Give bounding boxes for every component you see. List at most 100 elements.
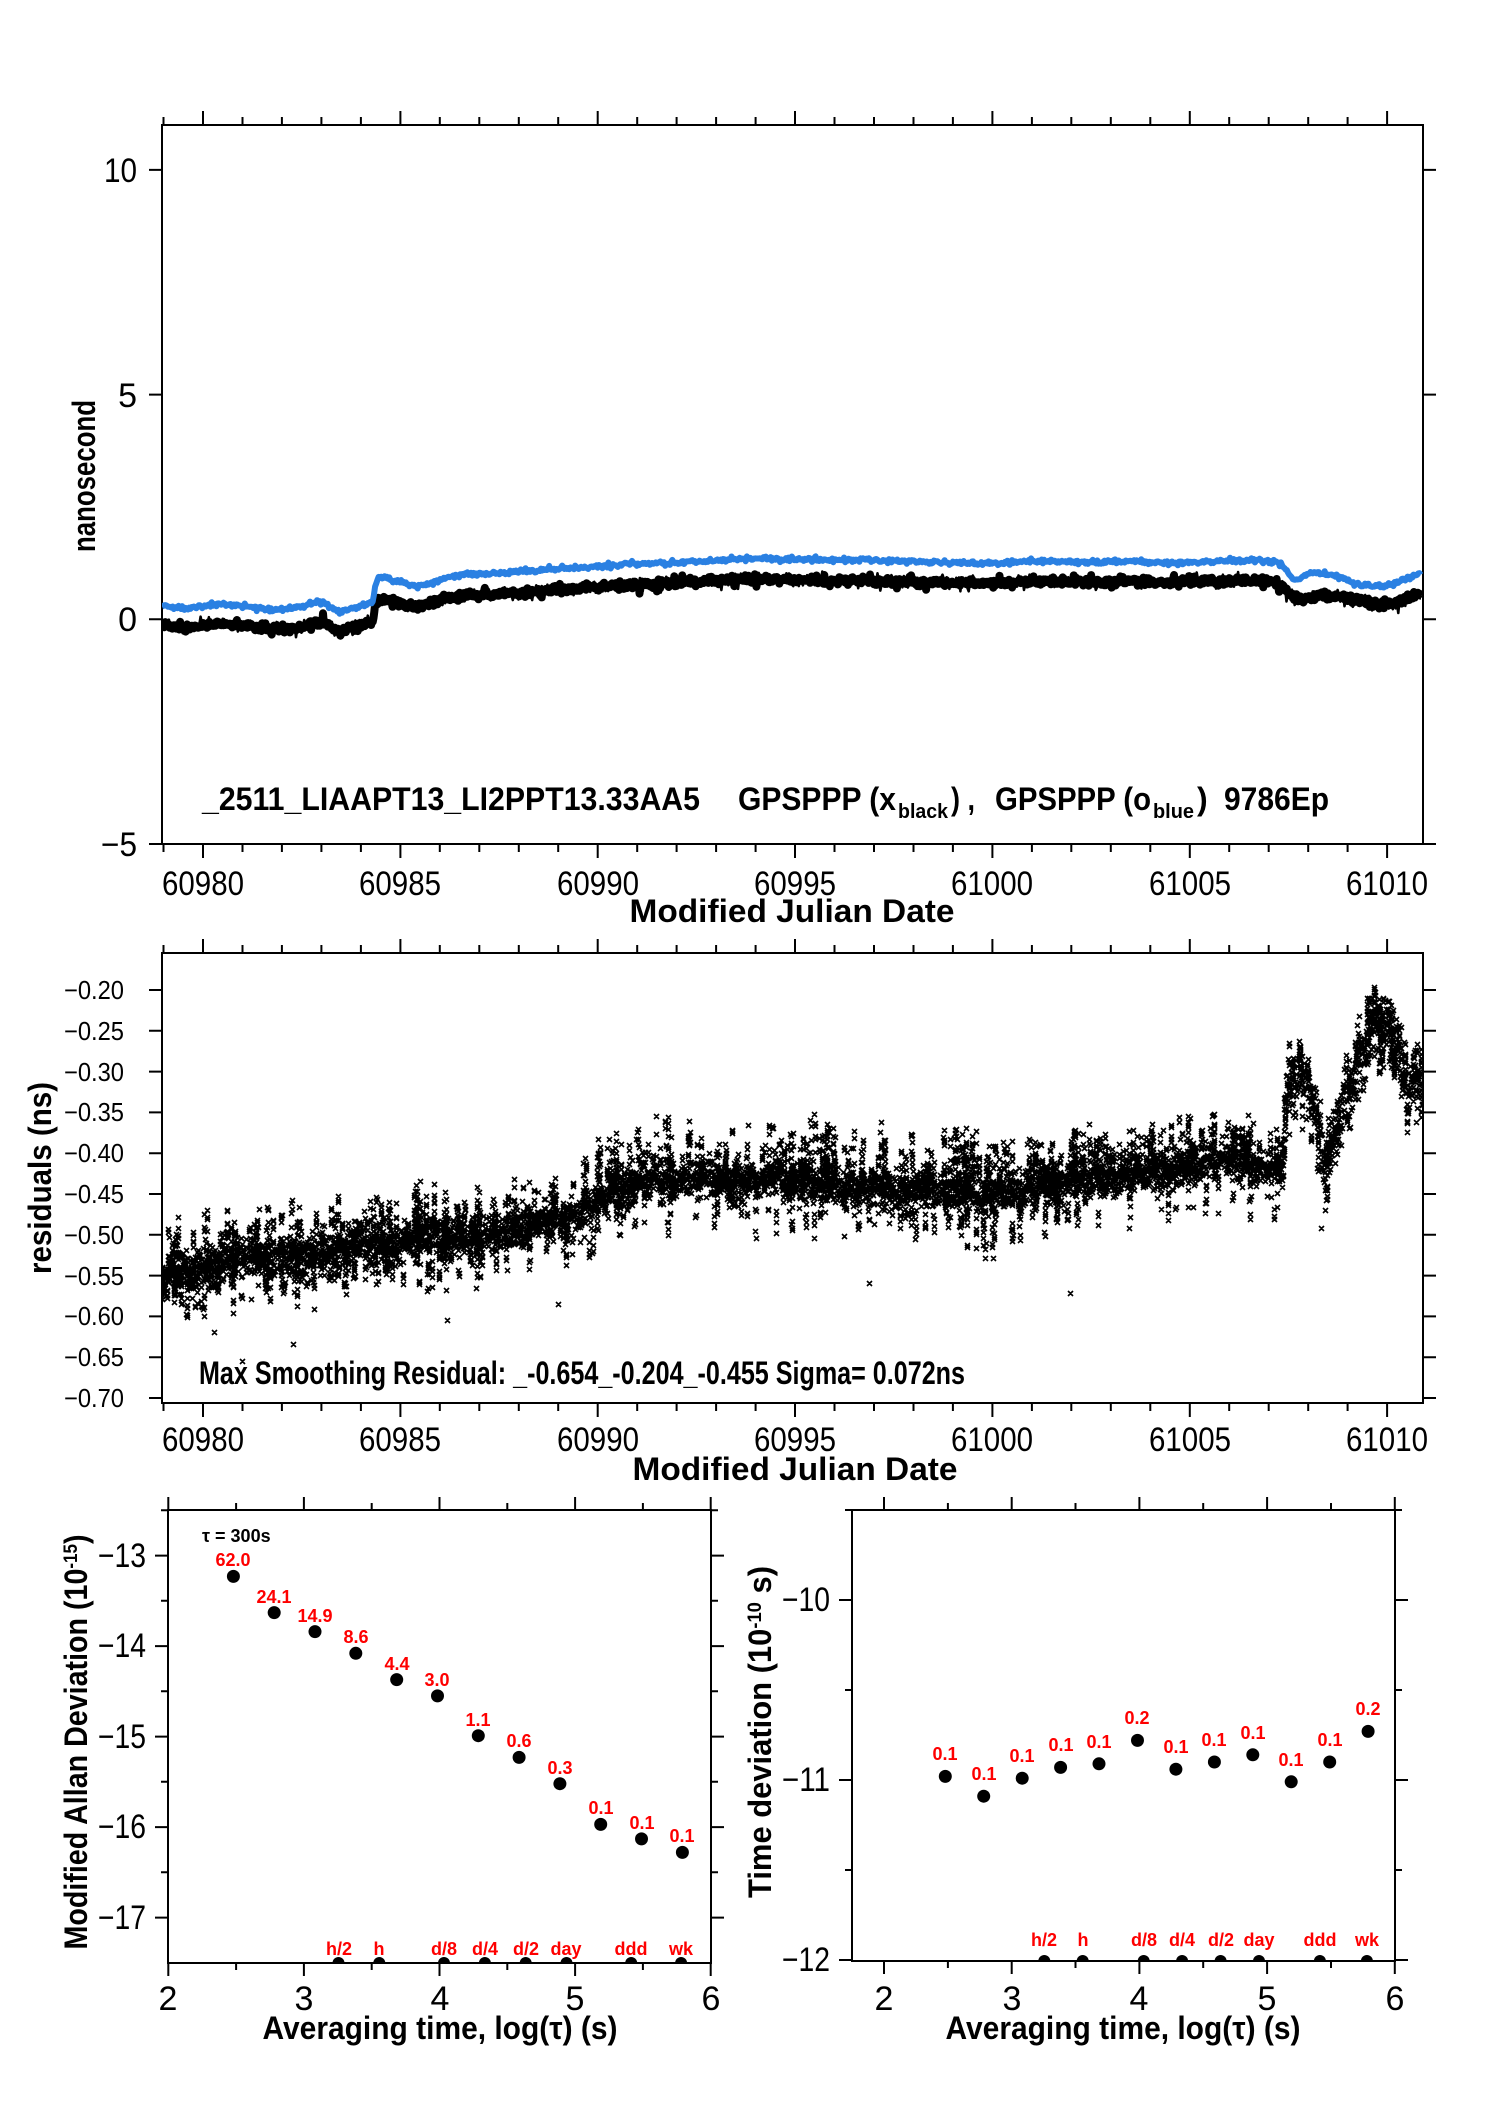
svg-text:2: 2 [875, 1980, 894, 2018]
svg-text:60990: 60990 [557, 1421, 639, 1459]
svg-text:0.1: 0.1 [1048, 1735, 1073, 1755]
svg-text:8.6: 8.6 [343, 1627, 368, 1647]
svg-text:−0.45: −0.45 [64, 1179, 124, 1209]
svg-text:5: 5 [566, 1980, 585, 2018]
svg-text:6: 6 [1386, 1980, 1405, 2018]
svg-text:Averaging time, log(τ) (s): Averaging time, log(τ) (s) [946, 2010, 1301, 2046]
svg-text:6: 6 [702, 1980, 721, 2018]
svg-text:0.2: 0.2 [1124, 1708, 1149, 1728]
svg-text:wk: wk [1354, 1930, 1380, 1950]
svg-text:_2511_LIAAPT13_LI2PPT13.33AA5: _2511_LIAAPT13_LI2PPT13.33AA5 [201, 781, 700, 817]
svg-text:h/2: h/2 [1031, 1930, 1057, 1950]
svg-text:nanosecond: nanosecond [66, 400, 102, 552]
svg-text:−0.65: −0.65 [64, 1342, 124, 1372]
svg-text:60980: 60980 [162, 1421, 244, 1459]
svg-text:ddd: ddd [615, 1939, 648, 1959]
svg-text:−10: −10 [782, 1581, 830, 1619]
svg-text:−0.20: −0.20 [64, 975, 124, 1005]
svg-text:61005: 61005 [1149, 1421, 1231, 1459]
svg-text:h: h [374, 1939, 385, 1959]
svg-text:3: 3 [1003, 1980, 1022, 2018]
svg-text:4: 4 [1130, 1980, 1149, 2018]
svg-text:day: day [550, 1939, 581, 1959]
svg-text:) ,: ) , [951, 781, 975, 817]
svg-text:−0.35: −0.35 [64, 1097, 124, 1127]
svg-text:day: day [1243, 1930, 1274, 1950]
svg-text:9786Ep: 9786Ep [1224, 781, 1329, 817]
svg-text:60995: 60995 [754, 1421, 836, 1459]
svg-text:3.0: 3.0 [424, 1670, 449, 1690]
svg-text:0.1: 0.1 [629, 1813, 654, 1833]
svg-text:−0.40: −0.40 [64, 1138, 124, 1168]
svg-text:5: 5 [1258, 1980, 1277, 2018]
svg-text:−5: −5 [101, 826, 137, 864]
svg-text:0.3: 0.3 [547, 1758, 572, 1778]
svg-text:62.0: 62.0 [215, 1550, 250, 1570]
svg-text:d/4: d/4 [472, 1939, 498, 1959]
svg-text:61000: 61000 [951, 865, 1033, 903]
svg-text:0.1: 0.1 [1163, 1737, 1188, 1757]
svg-text:60985: 60985 [359, 865, 441, 903]
svg-text:61010: 61010 [1346, 1421, 1428, 1459]
svg-text:24.1: 24.1 [256, 1587, 291, 1607]
svg-text:d/2: d/2 [1208, 1930, 1234, 1950]
svg-text:0.1: 0.1 [1278, 1750, 1303, 1770]
svg-text:GPSPPP (o: GPSPPP (o [995, 781, 1151, 817]
svg-text:h: h [1078, 1930, 1089, 1950]
svg-text:d/4: d/4 [1169, 1930, 1195, 1950]
svg-text:0: 0 [118, 601, 137, 639]
svg-text:60990: 60990 [557, 865, 639, 903]
svg-text:14.9: 14.9 [297, 1606, 332, 1626]
svg-text:−0.55: −0.55 [64, 1261, 124, 1291]
svg-text:4: 4 [431, 1980, 450, 2018]
svg-text:0.1: 0.1 [932, 1744, 957, 1764]
svg-text:4.4: 4.4 [384, 1654, 409, 1674]
svg-text:−13: −13 [98, 1537, 146, 1575]
svg-text:blue: blue [1153, 801, 1194, 823]
svg-text:): ) [1197, 781, 1208, 817]
svg-text:d/8: d/8 [1131, 1930, 1157, 1950]
svg-text:60980: 60980 [162, 865, 244, 903]
svg-text:−11: −11 [782, 1761, 830, 1799]
svg-text:−15: −15 [98, 1718, 146, 1756]
svg-text:−17: −17 [98, 1899, 146, 1937]
svg-text:black: black [898, 801, 949, 823]
svg-text:0.2: 0.2 [1355, 1699, 1380, 1719]
svg-text:1.1: 1.1 [465, 1710, 490, 1730]
svg-text:61000: 61000 [951, 1421, 1033, 1459]
svg-text:61005: 61005 [1149, 865, 1231, 903]
svg-text:−0.60: −0.60 [64, 1301, 124, 1331]
svg-text:0.1: 0.1 [1009, 1746, 1034, 1766]
svg-text:wk: wk [668, 1939, 694, 1959]
svg-text:Averaging time, log(τ) (s): Averaging time, log(τ) (s) [263, 2010, 618, 2046]
svg-text:Modified Allan Deviation (10-1: Modified Allan Deviation (10-15) [58, 1535, 94, 1950]
svg-text:0.1: 0.1 [971, 1764, 996, 1784]
svg-text:−0.50: −0.50 [64, 1220, 124, 1250]
svg-text:0.1: 0.1 [1317, 1730, 1342, 1750]
svg-text:0.1: 0.1 [588, 1798, 613, 1818]
svg-text:Modified Julian Date: Modified Julian Date [630, 893, 955, 929]
svg-text:−12: −12 [782, 1941, 830, 1979]
svg-text:−0.70: −0.70 [64, 1383, 124, 1413]
svg-text:GPSPPP (x: GPSPPP (x [738, 781, 896, 817]
svg-text:−0.30: −0.30 [64, 1057, 124, 1087]
svg-text:60985: 60985 [359, 1421, 441, 1459]
svg-text:61010: 61010 [1346, 865, 1428, 903]
svg-text:0.6: 0.6 [506, 1731, 531, 1751]
svg-text:h/2: h/2 [326, 1939, 352, 1959]
svg-text:−14: −14 [98, 1627, 146, 1665]
svg-text:d/8: d/8 [431, 1939, 457, 1959]
svg-text:0.1: 0.1 [1201, 1730, 1226, 1750]
svg-text:60995: 60995 [754, 865, 836, 903]
svg-text:0.1: 0.1 [1086, 1732, 1111, 1752]
svg-text:10: 10 [104, 152, 137, 190]
svg-text:residuals (ns): residuals (ns) [22, 1082, 58, 1274]
svg-text:2: 2 [159, 1980, 178, 2018]
svg-text:τ = 300s: τ = 300s [202, 1526, 271, 1546]
svg-text:3: 3 [295, 1980, 314, 2018]
svg-text:0.1: 0.1 [1240, 1723, 1265, 1743]
svg-text:ddd: ddd [1304, 1930, 1337, 1950]
svg-text:5: 5 [118, 377, 137, 415]
svg-text:d/2: d/2 [513, 1939, 539, 1959]
svg-text:0.1: 0.1 [669, 1826, 694, 1846]
